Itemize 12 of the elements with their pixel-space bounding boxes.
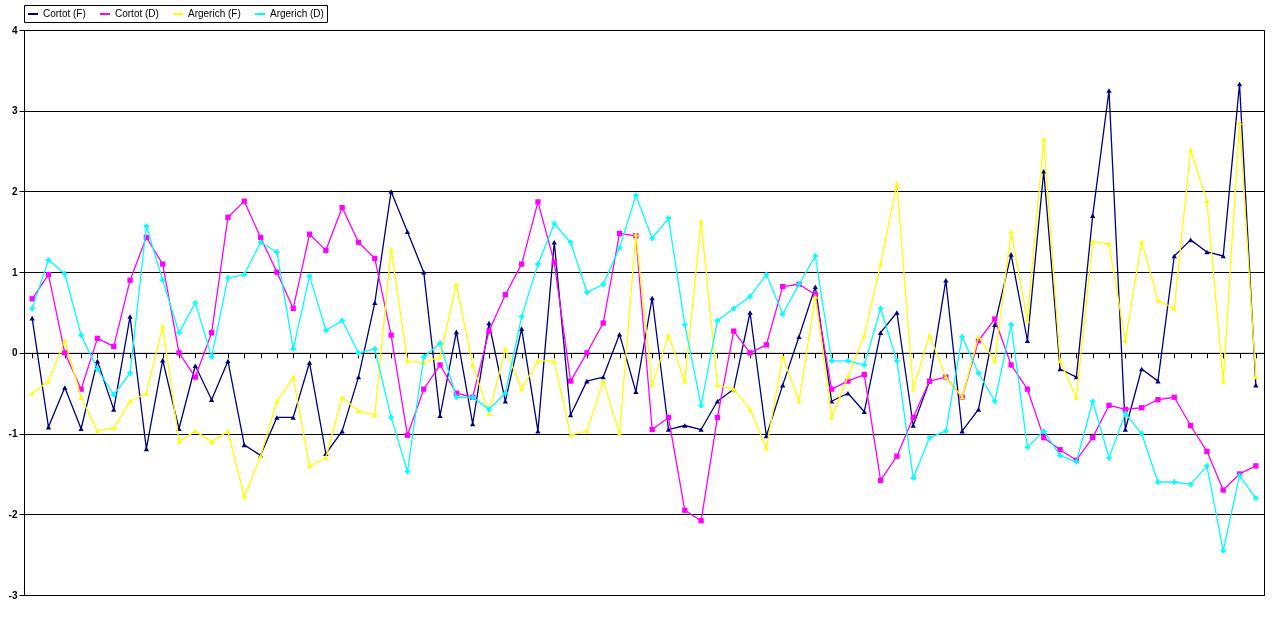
legend-label: Argerich (F) (188, 8, 241, 19)
legend-label: Cortot (F) (43, 8, 86, 19)
y-tick-label: 2 (11, 185, 18, 197)
legend-label: Cortot (D) (115, 8, 159, 19)
y-tick-label: -1 (8, 428, 18, 440)
y-tick-label: 0 (11, 347, 18, 359)
y-tick-label: -2 (8, 508, 18, 520)
y-tick-label: 3 (11, 105, 18, 117)
y-tick-label: 4 (11, 24, 18, 36)
legend-label: Argerich (D) (270, 8, 324, 19)
y-tick-label: 1 (11, 266, 18, 278)
y-tick-label: -3 (8, 589, 18, 601)
